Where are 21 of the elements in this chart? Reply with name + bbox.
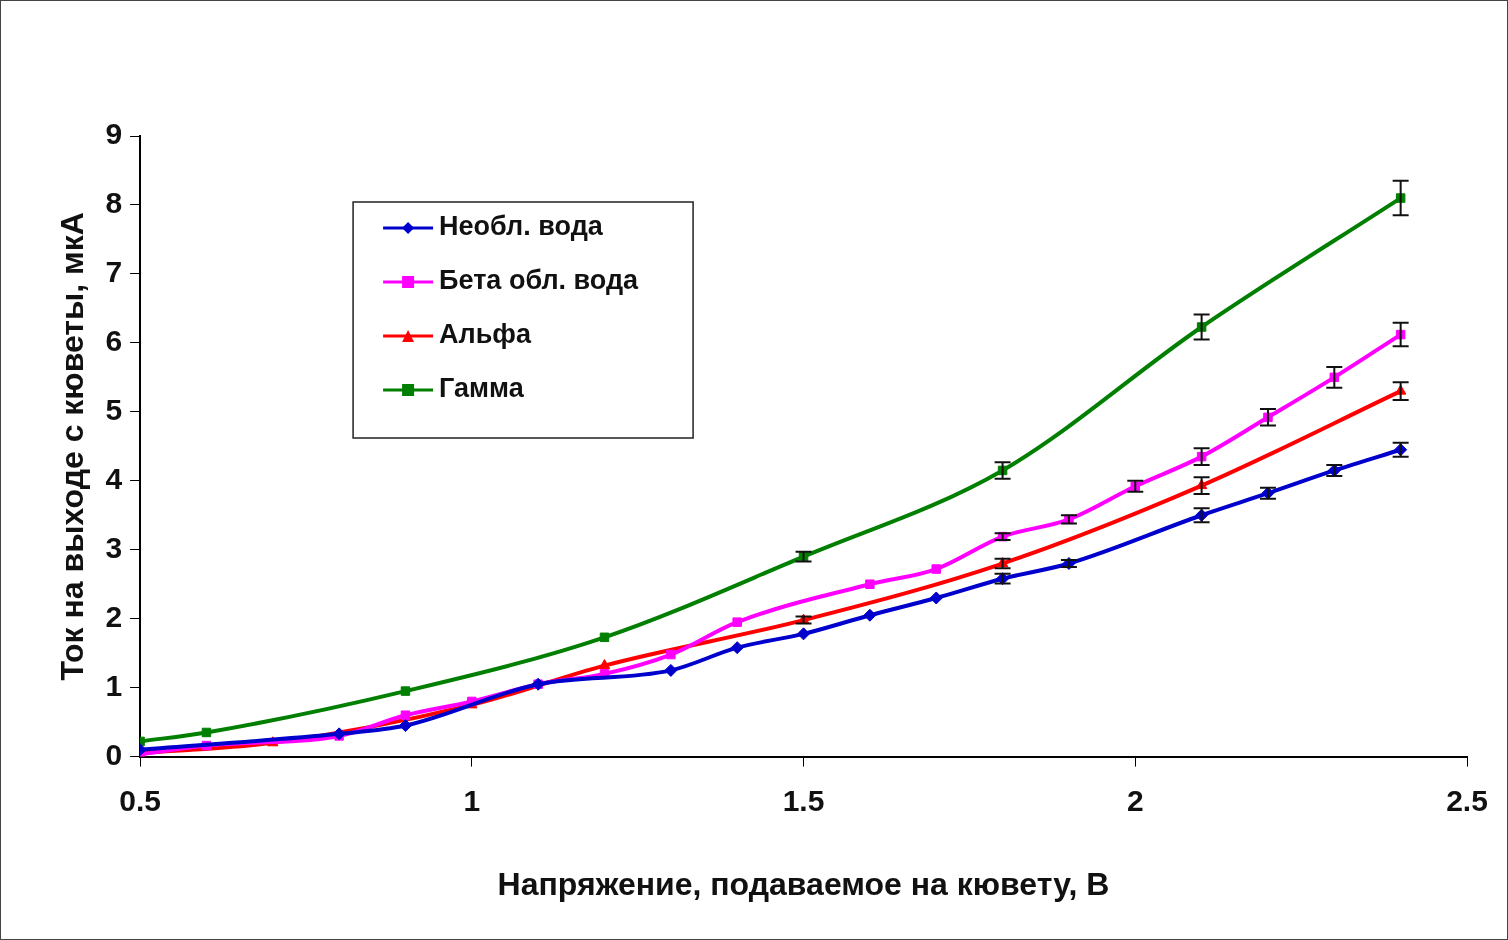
y-tick-label: 1 bbox=[105, 668, 123, 702]
x-tick-label: 2.5 bbox=[1446, 783, 1488, 817]
legend-label: Гамма bbox=[439, 373, 525, 404]
y-tick-label: 3 bbox=[105, 531, 123, 564]
y-tick-label: 9 bbox=[105, 117, 123, 151]
y-tick-label: 6 bbox=[105, 324, 123, 358]
legend-label: Необл. вода bbox=[439, 211, 604, 242]
x-tick-label: 1.5 bbox=[782, 783, 825, 817]
y-tick-label: 8 bbox=[105, 186, 123, 220]
y-tick-label: 2 bbox=[105, 599, 123, 633]
y-tick-label: 5 bbox=[105, 393, 123, 427]
y-tick-label: 4 bbox=[105, 462, 123, 496]
x-tick-label: 2 bbox=[1126, 783, 1144, 817]
x-axis-title: Напряжение, подаваемое на кювету, В bbox=[497, 865, 1110, 902]
x-tick-label: 0.5 bbox=[119, 783, 161, 817]
y-axis-title: Ток на выходе с кюветы, мкА bbox=[54, 212, 91, 681]
y-tick-label: 7 bbox=[105, 255, 123, 289]
legend-label: Бета обл. вода bbox=[439, 265, 640, 296]
legend-label: Альфа bbox=[439, 319, 532, 350]
y-tick-label: 0 bbox=[105, 737, 123, 771]
x-tick-label: 1 bbox=[463, 783, 481, 817]
